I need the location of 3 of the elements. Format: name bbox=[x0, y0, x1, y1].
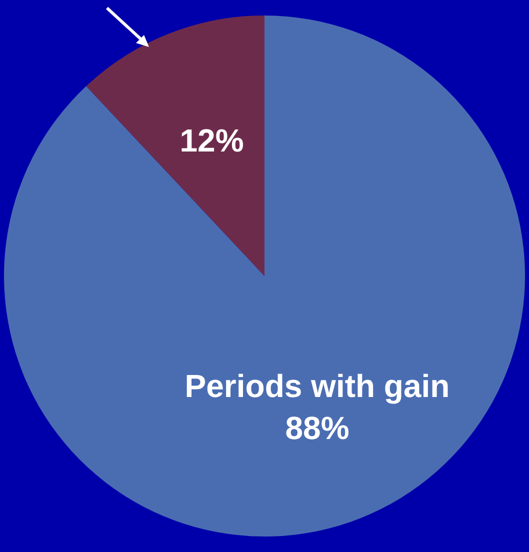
data-label: 12% bbox=[180, 122, 244, 159]
data-label: 88% bbox=[285, 410, 350, 446]
slice-label: Periods with gain bbox=[184, 368, 450, 404]
